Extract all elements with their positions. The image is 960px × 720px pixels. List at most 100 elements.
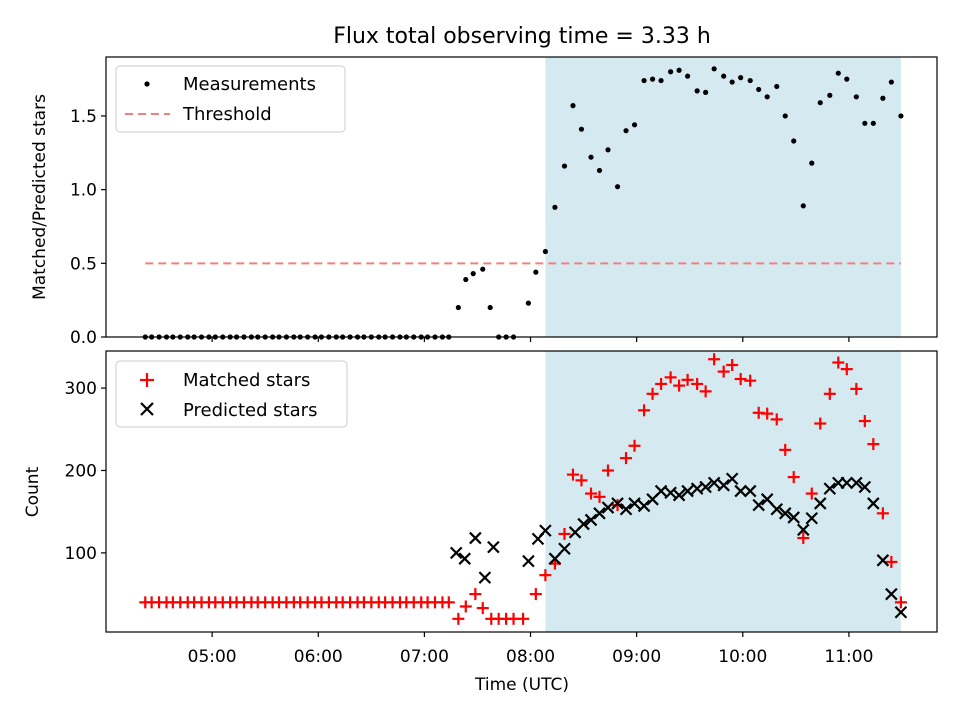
- measurement-point: [835, 70, 841, 76]
- predicted-star-point: [858, 480, 872, 494]
- measurement-point: [641, 77, 647, 84]
- matched-star-point: [593, 490, 606, 503]
- measurement-point: [694, 88, 700, 94]
- measurement-point: [614, 184, 621, 190]
- matched-star-point: [628, 439, 641, 452]
- measurement-point: [898, 113, 904, 119]
- predicted-star-point: [823, 482, 837, 495]
- x-tick-label: 10:00: [718, 647, 767, 667]
- matched-star-point: [664, 371, 677, 384]
- predicted-star-point: [628, 497, 641, 510]
- predicted-star-point: [699, 480, 712, 494]
- measurement-point: [809, 160, 815, 166]
- measurement-point: [853, 94, 859, 100]
- predicted-star-point: [796, 523, 810, 537]
- predicted-star-point: [478, 571, 492, 584]
- predicted-star-point: [743, 484, 757, 498]
- top-shaded-region: [545, 57, 901, 337]
- predicted-star-point: [469, 531, 482, 545]
- matched-star-point: [575, 474, 588, 487]
- matched-star-point: [708, 353, 721, 366]
- top-y-tick-label: 0.0: [70, 328, 97, 348]
- measurement-point: [525, 300, 531, 306]
- matched-star-point: [601, 464, 614, 477]
- matched-star-point: [734, 373, 747, 386]
- predicted-star-point: [654, 484, 668, 498]
- matched-star-point: [867, 438, 880, 451]
- matched-star-point: [469, 588, 482, 601]
- predicted-star-point: [611, 497, 624, 510]
- predicted-star-point: [707, 476, 721, 490]
- predicted-star-point: [672, 488, 686, 502]
- measurement-point: [800, 203, 806, 209]
- bottom-y-tick-label: 100: [65, 544, 97, 564]
- measurement-point: [470, 271, 476, 277]
- matched-star-point: [585, 487, 598, 500]
- top-y-axis: 0.0 0.5 1.0 1.5: [70, 107, 106, 348]
- matched-star-point: [638, 404, 651, 417]
- predicted-star-point: [458, 552, 471, 565]
- predicted-star-point: [593, 507, 606, 520]
- measurement-point: [844, 76, 850, 82]
- measurement-point: [588, 154, 594, 160]
- measurement-point: [676, 67, 682, 73]
- measurement-point: [649, 76, 656, 82]
- matched-star-point: [566, 468, 579, 481]
- predicted-star-point: [876, 554, 890, 567]
- legend-predicted-marker: [140, 402, 154, 416]
- top-y-tick-label: 1.5: [70, 107, 97, 127]
- measurement-point: [782, 113, 788, 119]
- bottom-y-axis-label: Count: [23, 466, 43, 517]
- predicted-star-point: [558, 542, 571, 556]
- x-axis-label: Time (UTC): [474, 675, 569, 695]
- predicted-star-point: [539, 524, 552, 537]
- legend-measurements-marker: [144, 81, 150, 87]
- matched-star-point: [876, 507, 889, 520]
- measurement-point: [827, 92, 833, 98]
- matched-star-point: [787, 471, 800, 484]
- matched-star-point: [681, 373, 694, 386]
- x-tick-label: 11:00: [824, 647, 873, 667]
- predicted-star-point: [522, 554, 535, 568]
- matched-star-point: [452, 612, 465, 625]
- bottom-panel: 100 200 300 05:00 06:00 07:00 08:00 09:00 10:00…: [23, 350, 938, 695]
- predicted-star-point: [717, 479, 730, 492]
- matched-star-point: [517, 612, 530, 625]
- predicted-star-point: [548, 552, 562, 565]
- bottom-legend: Matched stars Predicted stars: [115, 360, 348, 428]
- top-y-tick-label: 1.0: [70, 181, 97, 201]
- measurement-point: [668, 69, 674, 75]
- predicted-star-point: [850, 476, 863, 490]
- predicted-star-point: [577, 517, 590, 531]
- legend-matched-label: Matched stars: [183, 370, 310, 391]
- measurement-point: [791, 138, 797, 144]
- measurement-point: [711, 66, 717, 72]
- predicted-star-point: [787, 511, 801, 524]
- matched-star-point: [699, 385, 712, 398]
- matched-star-point: [744, 374, 757, 387]
- measurement-point: [774, 83, 780, 90]
- measurement-point: [703, 89, 709, 95]
- predicted-star-point: [760, 493, 774, 506]
- measurement-point: [480, 266, 486, 272]
- measurement-point: [888, 79, 894, 85]
- matched-star-point: [770, 413, 783, 426]
- bottom-x-axis: 05:00 06:00 07:00 08:00 09:00 10:00 11:00: [188, 632, 873, 667]
- x-tick-label: 08:00: [506, 647, 555, 667]
- measurement-point: [658, 77, 664, 84]
- matched-star-point: [620, 452, 633, 465]
- measurement-point: [747, 77, 753, 84]
- bottom-y-tick-label: 300: [65, 379, 97, 399]
- predicted-star-point: [449, 546, 463, 560]
- measurement-point: [764, 94, 770, 100]
- matched-star-point: [805, 487, 818, 500]
- measurement-point: [756, 86, 762, 93]
- predicted-star-point: [770, 502, 784, 516]
- measurement-point: [870, 120, 876, 126]
- bottom-plot-frame: [105, 350, 938, 633]
- bottom-legend-box: [115, 360, 348, 428]
- top-panel: 0.0 0.5 1.0 1.5 Matched/Predicted stars Mea…: [30, 56, 938, 348]
- matched-star-point: [797, 532, 810, 545]
- matched-star-point: [558, 527, 571, 540]
